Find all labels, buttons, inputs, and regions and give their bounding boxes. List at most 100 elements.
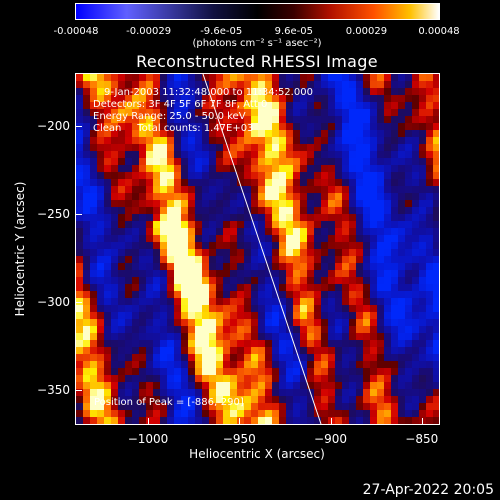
heatmap-cell: [90, 88, 98, 96]
heatmap-cell: [195, 382, 203, 390]
heatmap-cell: [398, 242, 406, 250]
heatmap-cell: [223, 88, 231, 96]
heatmap-cell: [328, 249, 336, 257]
heatmap-cell: [314, 207, 322, 215]
heatmap-cell: [307, 193, 315, 201]
heatmap-cell: [251, 326, 259, 334]
heatmap-cell: [272, 312, 280, 320]
heatmap-cell: [363, 375, 371, 383]
heatmap-cell: [272, 200, 280, 208]
heatmap-cell: [167, 298, 175, 306]
heatmap-cell: [251, 207, 259, 215]
heatmap-cell: [286, 130, 294, 138]
heatmap-cell: [286, 277, 294, 285]
heatmap-cell: [391, 172, 399, 180]
heatmap-cell: [342, 368, 350, 376]
heatmap-cell: [391, 228, 399, 236]
heatmap-cell: [111, 375, 119, 383]
heatmap-cell: [426, 95, 434, 103]
heatmap-cell: [202, 389, 210, 397]
heatmap-cell: [188, 375, 196, 383]
heatmap-cell: [314, 242, 322, 250]
heatmap-cell: [265, 158, 273, 166]
heatmap-cell: [356, 102, 364, 110]
heatmap-cell: [118, 193, 126, 201]
heatmap-cell: [83, 249, 91, 257]
heatmap-cell: [342, 277, 350, 285]
heatmap-cell: [377, 361, 385, 369]
heatmap-cell: [237, 333, 245, 341]
heatmap-cell: [118, 361, 126, 369]
heatmap-cell: [328, 228, 336, 236]
heatmap-cell: [90, 179, 98, 187]
heatmap-cell: [321, 221, 329, 229]
heatmap-cell: [90, 340, 98, 348]
heatmap-cell: [167, 81, 175, 89]
heatmap-cell: [202, 340, 210, 348]
heatmap-cell: [335, 172, 343, 180]
heatmap-cell: [118, 410, 126, 418]
heatmap-cell: [307, 221, 315, 229]
heatmap-cell: [426, 368, 434, 376]
heatmap-cell: [370, 179, 378, 187]
heatmap-cell: [405, 242, 413, 250]
heatmap-cell: [384, 410, 392, 418]
heatmap-cell: [279, 179, 287, 187]
heatmap-cell: [377, 228, 385, 236]
heatmap-cell: [90, 319, 98, 327]
heatmap-cell: [398, 137, 406, 145]
heatmap-cell: [118, 158, 126, 166]
heatmap-cell: [384, 158, 392, 166]
heatmap-cell: [398, 354, 406, 362]
heatmap-cell: [300, 417, 308, 424]
heatmap-cell: [265, 81, 273, 89]
heatmap-cell: [293, 116, 301, 124]
heatmap-cell: [111, 319, 119, 327]
heatmap-cell: [405, 291, 413, 299]
heatmap-cell: [132, 305, 140, 313]
heatmap-cell: [244, 88, 252, 96]
heatmap-cell: [132, 382, 140, 390]
heatmap-cell: [90, 270, 98, 278]
heatmap-cell: [342, 172, 350, 180]
heatmap-cell: [314, 319, 322, 327]
heatmap-cell: [426, 193, 434, 201]
heatmap-cell: [370, 102, 378, 110]
heatmap-cell: [132, 179, 140, 187]
heatmap-cell: [125, 207, 133, 215]
heatmap-cell: [223, 375, 231, 383]
heatmap-cell: [293, 319, 301, 327]
heatmap-cell: [209, 130, 217, 138]
heatmap-cell: [293, 109, 301, 117]
heatmap-cell: [405, 221, 413, 229]
heatmap-cell: [419, 109, 427, 117]
heatmap-cell: [209, 361, 217, 369]
heatmap-cell: [244, 403, 252, 411]
heatmap-cell: [223, 354, 231, 362]
heatmap-cell: [419, 102, 427, 110]
heatmap-cell: [398, 256, 406, 264]
heatmap-cell: [251, 256, 259, 264]
heatmap-cell: [279, 81, 287, 89]
heatmap-cell: [419, 158, 427, 166]
y-tick-label: −300: [37, 294, 70, 309]
heatmap-cell: [272, 81, 280, 89]
heatmap-cell: [237, 165, 245, 173]
heatmap-cell: [300, 109, 308, 117]
heatmap-cell: [160, 123, 168, 131]
heatmap-cell: [160, 172, 168, 180]
heatmap-cell: [209, 137, 217, 145]
heatmap-cell: [104, 410, 112, 418]
footer-timestamp: 27-Apr-2022 20:05: [362, 482, 494, 498]
heatmap-cell: [314, 81, 322, 89]
heatmap-cell: [300, 389, 308, 397]
heatmap-cell: [223, 151, 231, 159]
heatmap-cell: [300, 95, 308, 103]
heatmap-cell: [300, 403, 308, 411]
heatmap-cell: [76, 333, 84, 341]
heatmap-cell: [293, 235, 301, 243]
heatmap-cell: [293, 389, 301, 397]
heatmap-cell: [363, 179, 371, 187]
heatmap-cell: [377, 305, 385, 313]
heatmap-cell: [356, 312, 364, 320]
